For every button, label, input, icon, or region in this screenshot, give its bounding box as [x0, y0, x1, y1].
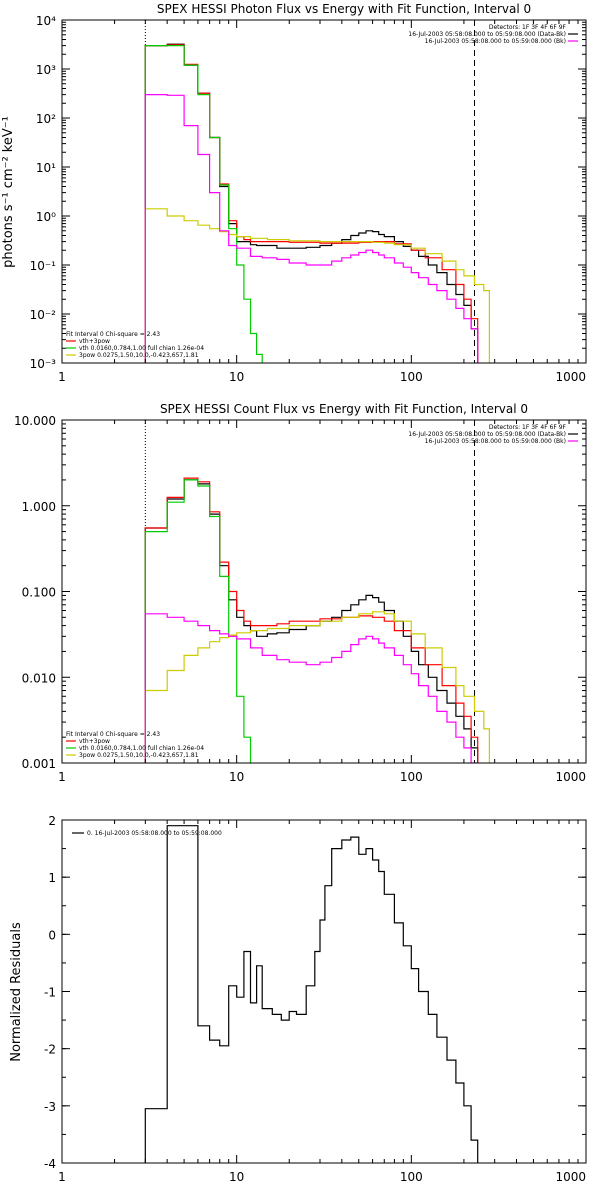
photon-flux-y-tick-label: 10⁰ — [36, 210, 56, 224]
count-flux-y-tick-label: 0.010 — [22, 671, 56, 685]
count-flux-x-tick-label: 100 — [400, 770, 423, 784]
photon-flux-title: SPEX HESSI Photon Flux vs Energy with Fi… — [157, 2, 531, 16]
count-flux-legend-entry: Detectors: 1F 3F 4F 6F 9F — [489, 424, 567, 431]
residuals-y-tick-label: -2 — [44, 1043, 56, 1057]
photon-flux-y-tick-label: 10¹ — [36, 161, 56, 175]
photon-flux-series-3pow — [144, 208, 490, 363]
photon-flux-series-vth — [144, 45, 263, 363]
residuals-y-axis-label: Normalized Residuals — [9, 922, 24, 1062]
photon-flux-legend-entry: vth+3pow — [79, 338, 110, 345]
residuals-legends: 0. 16-Jul-2003 05:58:08.000 to 05:59:08.… — [72, 830, 222, 837]
count-flux-legend-entry: vth 0.0160,0.784,1.00 full chian 1.26e-0… — [79, 745, 204, 752]
residuals-y-tick-label: 0 — [48, 928, 56, 942]
photon-flux-legend-entry: Fit Interval 0 Chi-square = 2.43 — [66, 331, 160, 338]
photon-flux-ticks: 1 10 100 1000 10⁻³ 10⁻² 10⁻¹ 10⁰ 10¹ 10² 10³ 10⁴ — [30, 14, 587, 384]
count-flux-title: SPEX HESSI Count Flux vs Energy with Fit… — [160, 402, 528, 416]
count-flux-y-tick-label: 0.100 — [22, 586, 56, 600]
photon-flux-axes-frame — [61, 19, 587, 364]
residuals-x-tick-label: 10 — [229, 1170, 244, 1184]
count-flux-x-tick-label: 1000 — [555, 770, 586, 784]
residuals-legend-entry: 0. 16-Jul-2003 05:58:08.000 to 05:59:08.… — [87, 830, 222, 837]
photon-flux-legend-entry: vth 0.0160,0.784,1.00 full chian 1.26e-0… — [79, 345, 204, 352]
count-flux-y-tick-label: 0.001 — [22, 757, 56, 771]
photon-flux-legend-entry: 16-Jul-2003 05:58:08.000 to 05:59:08.000… — [408, 31, 566, 38]
residuals-series-0-16-jul-2003-05-58-08-000-to-05-59-08-000 — [144, 825, 479, 1163]
count-flux-panel: SPEX HESSI Count Flux vs Energy with Fit… — [14, 402, 587, 784]
photon-flux-y-axis-label: photons s⁻¹ cm⁻² keV⁻¹ — [1, 116, 16, 268]
residuals-marks — [144, 825, 479, 1163]
photon-flux-series-vth-3pow — [144, 44, 479, 363]
photon-flux-y-tick-label: 10⁻³ — [30, 357, 57, 371]
count-flux-y-tick-label: 10.000 — [14, 414, 56, 428]
photon-flux-y-tick-label: 10³ — [36, 63, 56, 77]
residuals-y-tick-label: -3 — [44, 1100, 56, 1114]
residuals-axes-frame — [61, 819, 587, 1164]
photon-flux-legend-entry: 3pow 0.0275,1.50,10.0,-0.423,657,1.81 — [79, 352, 199, 359]
residuals-ticks: 1 10 100 1000 -4 -3 -2 -1 0 1 2 — [44, 814, 587, 1184]
count-flux-ticks: 1 10 100 1000 0.001 0.010 0.100 1.000 10.000 — [14, 414, 587, 784]
count-flux-series-3pow — [144, 611, 490, 763]
photon-flux-series-data-bk — [144, 43, 479, 363]
count-flux-legend-entry: Fit Interval 0 Chi-square = 2.43 — [66, 731, 160, 738]
photon-flux-y-tick-label: 10⁴ — [36, 14, 56, 28]
photon-flux-legend-entry: Detectors: 1F 3F 4F 6F 9F — [489, 24, 567, 31]
photon-flux-series-bk — [144, 94, 479, 363]
residuals-y-tick-label: -1 — [44, 986, 56, 1000]
photon-flux-y-tick-label: 10⁻² — [30, 308, 57, 322]
photon-flux-y-tick-label: 10² — [36, 112, 56, 126]
count-flux-legend-entry: vth+3pow — [79, 738, 110, 745]
count-flux-series-vth-3pow — [144, 477, 479, 763]
count-flux-axes-frame — [61, 419, 587, 764]
photon-flux-x-tick-label: 100 — [400, 370, 423, 384]
photon-flux-legend-entry: 16-Jul-2003 05:58:08.000 to 05:59:08.000… — [425, 38, 566, 45]
photon-flux-x-tick-label: 1 — [58, 370, 66, 384]
residuals-plot-area — [144, 825, 479, 1163]
photon-flux-x-tick-label: 1000 — [555, 370, 586, 384]
photon-flux-x-tick-label: 10 — [229, 370, 244, 384]
photon-flux-panel: SPEX HESSI Photon Flux vs Energy with Fi… — [1, 2, 587, 384]
photon-flux-y-tick-label: 10⁻¹ — [30, 259, 57, 273]
count-flux-marks — [144, 420, 490, 763]
residuals-x-tick-label: 1 — [58, 1170, 66, 1184]
residuals-y-tick-label: -4 — [44, 1157, 56, 1171]
count-flux-legend-entry: 3pow 0.0275,1.50,10.0,-0.423,657,1.81 — [79, 752, 199, 759]
count-flux-legend-entry: 16-Jul-2003 05:58:08.000 to 05:59:08.000… — [408, 431, 566, 438]
count-flux-x-tick-label: 10 — [229, 770, 244, 784]
residuals-x-tick-label: 1000 — [555, 1170, 586, 1184]
count-flux-series-data-bk — [144, 479, 479, 763]
count-flux-series-vth — [144, 479, 252, 763]
count-flux-series-bk — [144, 613, 478, 763]
count-flux-legend-entry: 16-Jul-2003 05:58:08.000 to 05:59:08.000… — [425, 438, 566, 445]
photon-flux-marks — [144, 20, 490, 363]
count-flux-x-tick-label: 1 — [58, 770, 66, 784]
count-flux-y-tick-label: 1.000 — [22, 500, 56, 514]
residuals-y-tick-label: 1 — [48, 871, 56, 885]
residuals-panel: 1 10 100 1000 -4 -3 -2 -1 0 1 2 Normalized Residua… — [9, 814, 587, 1184]
residuals-x-tick-label: 100 — [400, 1170, 423, 1184]
count-flux-plot-area — [144, 420, 490, 763]
residuals-y-tick-label: 2 — [48, 814, 56, 828]
photon-flux-plot-area — [144, 20, 490, 363]
